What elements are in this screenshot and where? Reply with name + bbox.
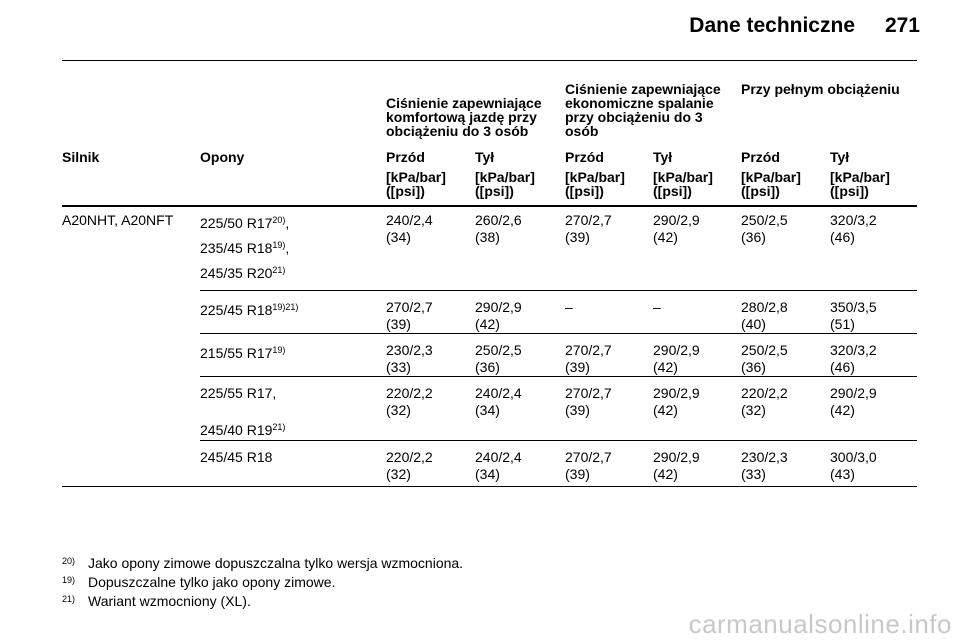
row-separator — [200, 333, 917, 334]
tire-size: 225/55 R17, — [200, 385, 277, 401]
col-rear-1: Tył — [653, 149, 673, 165]
tire-size: 245/40 R1921) — [200, 422, 286, 438]
pressure-cell: 290/2,9 (42) — [653, 212, 700, 245]
unit-label: [kPa/bar] ([psi]) — [830, 169, 890, 199]
pressure-cell: – — [565, 299, 573, 315]
pressure-cell: 300/3,0 (43) — [830, 449, 877, 482]
header-thick-rule — [62, 205, 917, 207]
row-separator — [200, 440, 917, 441]
pressure-cell: 230/2,3 (33) — [386, 342, 433, 375]
pressure-cell: – — [653, 299, 661, 315]
pressure-cell: 290/2,9 (42) — [653, 385, 700, 418]
pressure-cell: 270/2,7 (39) — [565, 342, 612, 375]
unit-label: [kPa/bar] ([psi]) — [653, 169, 713, 199]
col-engine: Silnik — [62, 149, 100, 165]
col-rear-2: Tył — [830, 149, 850, 165]
footnote: 19) Dopuszczalne tylko jako opony zimowe. — [62, 574, 336, 590]
header-rule — [62, 60, 917, 61]
tire-size: 235/45 R1819), — [200, 240, 290, 256]
tire-size: 225/50 R1720), — [200, 215, 290, 231]
col-front-1: Przód — [565, 149, 604, 165]
footnote: 20) Jako opony zimowe dopuszczalna tylko … — [62, 555, 464, 571]
pressure-cell: 270/2,7 (39) — [565, 449, 612, 482]
pressure-cell: 270/2,7 (39) — [565, 385, 612, 418]
pressure-cell: 230/2,3 (33) — [741, 449, 788, 482]
engine-cell: A20NHT, A20NFT — [62, 212, 174, 228]
pressure-cell: 220/2,2 (32) — [386, 385, 433, 418]
row-separator — [62, 486, 917, 487]
pressure-cell: 290/2,9 (42) — [475, 299, 522, 332]
col-front-2: Przód — [741, 149, 780, 165]
unit-label: [kPa/bar] ([psi]) — [386, 169, 446, 199]
pressure-cell: 220/2,2 (32) — [386, 449, 433, 482]
pressure-cell: 260/2,6 (38) — [475, 212, 522, 245]
pressure-cell: 250/2,5 (36) — [741, 342, 788, 375]
group-comfort-header: Ciśnienie zapewniające komfortową jazdę … — [386, 95, 542, 139]
footnote: 21) Wariant wzmocniony (XL). — [62, 593, 251, 609]
row-separator — [200, 290, 917, 291]
pressure-cell: 220/2,2 (32) — [741, 385, 788, 418]
col-front-0: Przód — [386, 149, 425, 165]
pressure-cell: 280/2,8 (40) — [741, 299, 788, 332]
tire-size: 225/45 R1819)21) — [200, 302, 299, 318]
tire-size: 245/45 R18 — [200, 449, 273, 465]
watermark: carmanualsonline.info — [688, 609, 952, 639]
pressure-cell: 240/2,4 (34) — [475, 385, 522, 418]
col-rear-0: Tył — [475, 149, 495, 165]
pressure-cell: 290/2,9 (42) — [653, 449, 700, 482]
unit-label: [kPa/bar] ([psi]) — [741, 169, 801, 199]
row-separator — [200, 376, 917, 377]
group-full-header: Przy pełnym obciążeniu — [741, 81, 900, 97]
pressure-cell: 250/2,5 (36) — [475, 342, 522, 375]
pressure-cell: 240/2,4 (34) — [475, 449, 522, 482]
pressure-cell: 350/3,5 (51) — [830, 299, 877, 332]
page-number: 271 — [884, 14, 920, 37]
pressure-cell: 320/3,2 (46) — [830, 342, 877, 375]
unit-label: [kPa/bar] ([psi]) — [565, 169, 625, 199]
group-eco-header: Ciśnienie zapewniające ekonomiczne spala… — [565, 81, 721, 139]
unit-label: [kPa/bar] ([psi]) — [475, 169, 535, 199]
col-tires: Opony — [200, 149, 245, 165]
pressure-cell: 320/3,2 (46) — [830, 212, 877, 245]
tire-size: 245/35 R2021) — [200, 265, 286, 281]
pressure-cell: 270/2,7 (39) — [386, 299, 433, 332]
pressure-cell: 290/2,9 (42) — [653, 342, 700, 375]
pressure-cell: 290/2,9 (42) — [830, 385, 877, 418]
pressure-cell: 250/2,5 (36) — [741, 212, 788, 245]
pressure-cell: 270/2,7 (39) — [565, 212, 612, 245]
tire-size: 215/55 R1719) — [200, 345, 286, 361]
page-title: Dane techniczne — [689, 14, 855, 37]
pressure-cell: 240/2,4 (34) — [386, 212, 433, 245]
